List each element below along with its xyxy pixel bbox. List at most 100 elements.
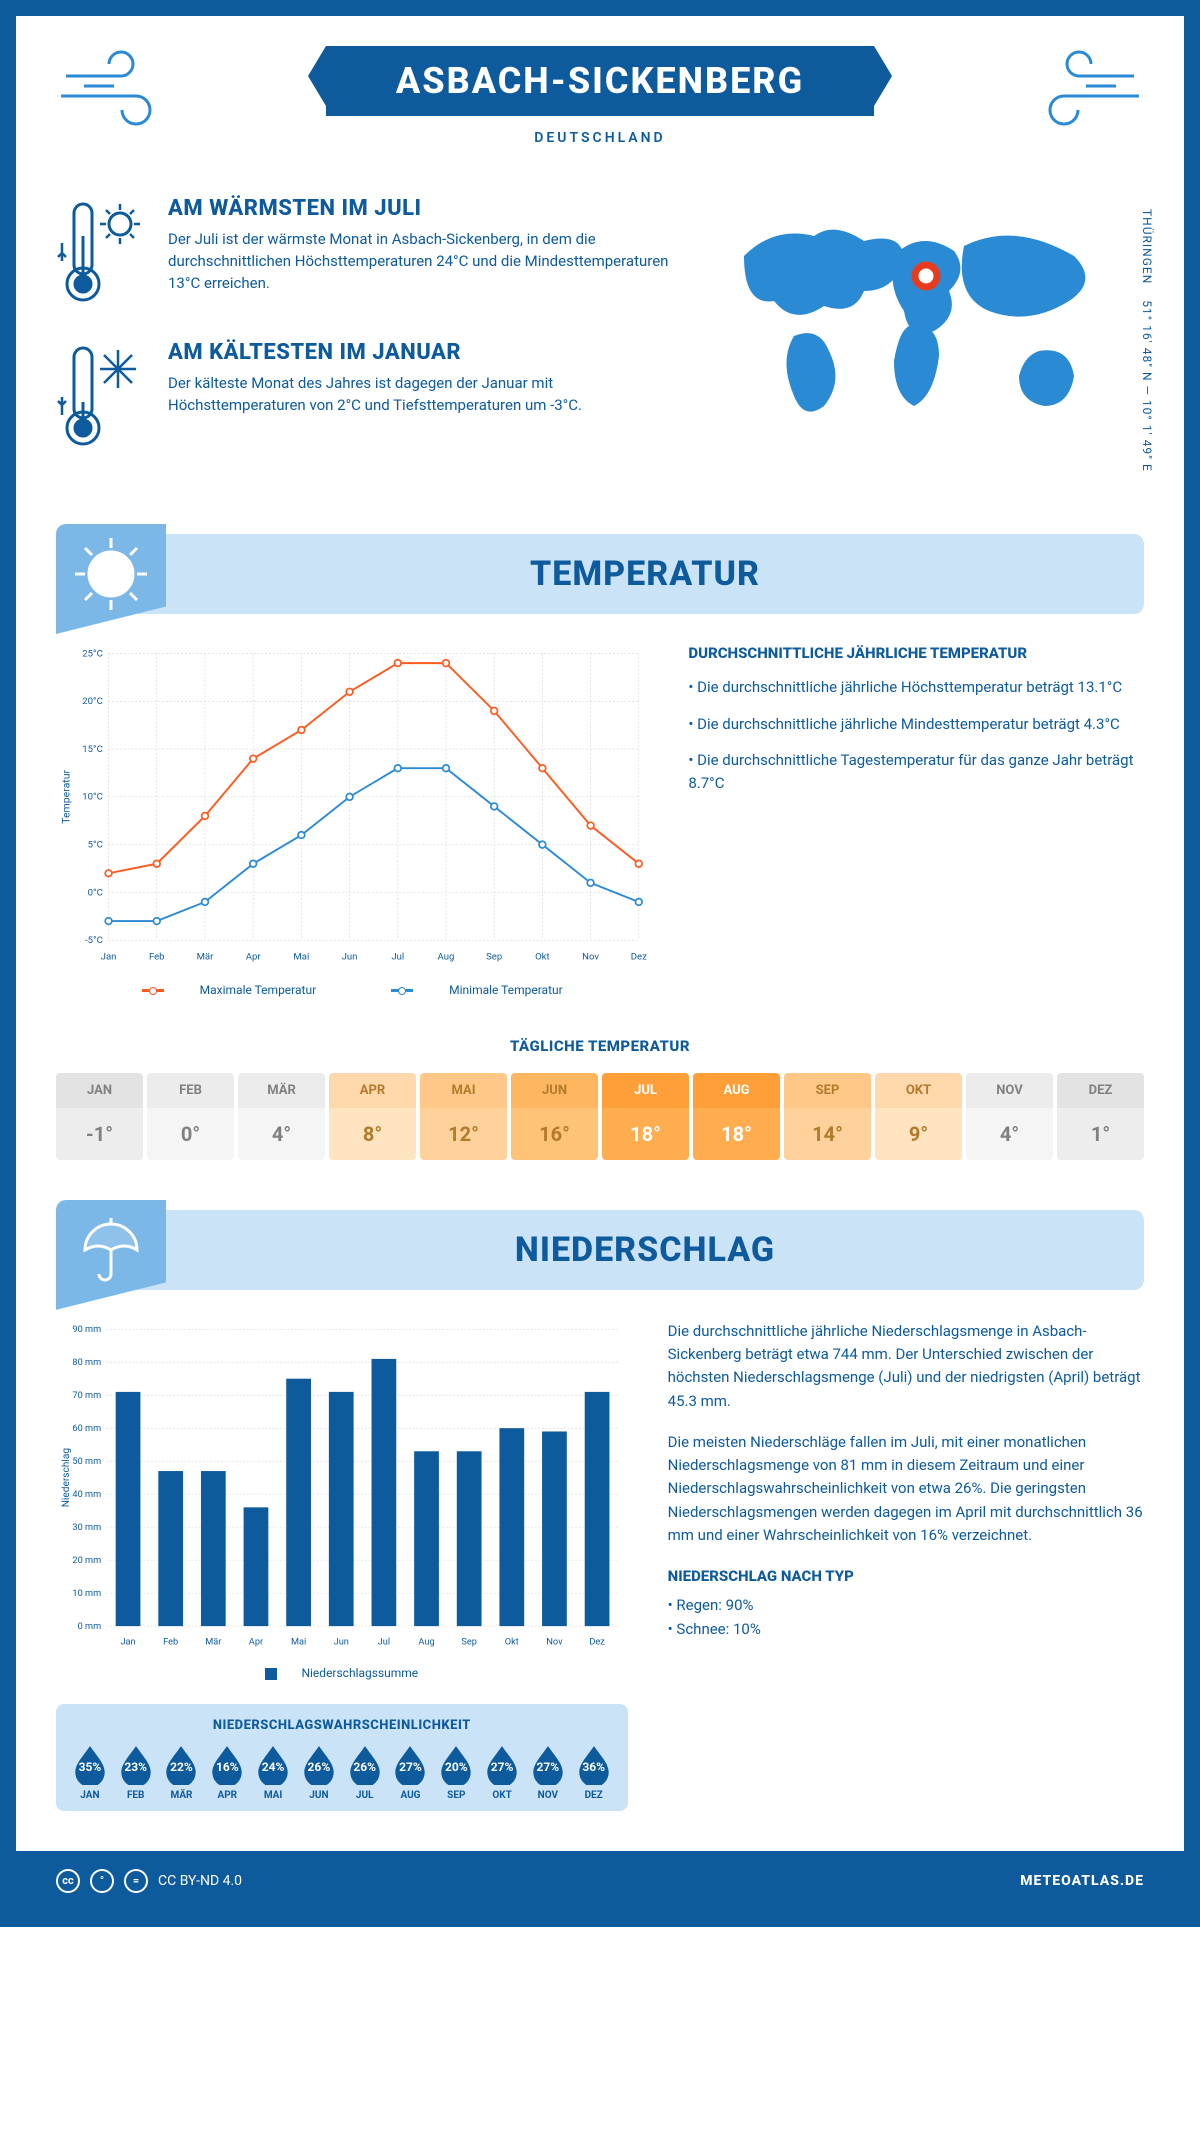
section-title: NIEDERSCHLAG: [176, 1230, 1114, 1270]
coordinates: THÜRINGEN 51° 16' 48" N — 10° 1' 49" E: [1140, 206, 1154, 474]
page-subtitle: DEUTSCHLAND: [56, 130, 1144, 146]
svg-text:80 mm: 80 mm: [72, 1357, 101, 1368]
temp-info-heading: DURCHSCHNITTLICHE JÄHRLICHE TEMPERATUR: [688, 644, 1144, 662]
daily-cell: JUL18°: [602, 1073, 689, 1160]
svg-text:20°C: 20°C: [82, 696, 103, 707]
prob-cell: 20%SEP: [434, 1743, 478, 1801]
svg-text:Dez: Dez: [631, 951, 647, 962]
precip-p1: Die durchschnittliche jährliche Niedersc…: [668, 1320, 1144, 1413]
svg-text:0 mm: 0 mm: [78, 1621, 102, 1632]
prob-cell: 36%DEZ: [572, 1743, 616, 1801]
svg-text:Apr: Apr: [246, 951, 262, 962]
temp-info-b3: • Die durchschnittliche Tagestemperatur …: [688, 749, 1144, 794]
daily-cell: OKT9°: [875, 1073, 962, 1160]
prob-cell: 27%AUG: [389, 1743, 433, 1801]
header: ASBACH-SICKENBERG DEUTSCHLAND: [56, 16, 1144, 156]
svg-text:90 mm: 90 mm: [72, 1324, 101, 1335]
page-title: ASBACH-SICKENBERG: [326, 46, 874, 116]
daily-cell: DEZ1°: [1057, 1073, 1144, 1160]
sun-icon: [56, 524, 166, 634]
svg-text:20 mm: 20 mm: [72, 1555, 101, 1566]
daily-cell: JUN16°: [511, 1073, 598, 1160]
prob-cell: 27%OKT: [480, 1743, 524, 1801]
svg-text:Sep: Sep: [486, 951, 502, 962]
site-label: METEOATLAS.DE: [1020, 1873, 1144, 1889]
coords-value: 51° 16' 48" N — 10° 1' 49" E: [1140, 300, 1154, 472]
svg-text:Sep: Sep: [461, 1636, 477, 1647]
svg-text:Mai: Mai: [293, 951, 309, 962]
legend-min: Minimale Temperatur: [449, 983, 563, 997]
prob-cell: 26%JUN: [297, 1743, 341, 1801]
svg-text:Feb: Feb: [149, 951, 165, 962]
legend-precip: Niederschlagssumme: [301, 1666, 418, 1680]
svg-text:Nov: Nov: [546, 1636, 563, 1647]
svg-text:Dez: Dez: [589, 1636, 605, 1647]
umbrella-icon: [56, 1200, 166, 1310]
svg-text:Mär: Mär: [197, 951, 215, 962]
svg-text:70 mm: 70 mm: [72, 1390, 101, 1401]
precip-type-rain: • Regen: 90%: [668, 1594, 1144, 1617]
cc-icon: cc: [56, 1869, 80, 1893]
svg-text:10°C: 10°C: [82, 792, 103, 803]
daily-cell: AUG18°: [693, 1073, 780, 1160]
svg-text:Jul: Jul: [391, 951, 404, 962]
svg-text:-5°C: -5°C: [85, 935, 103, 946]
precip-p2: Die meisten Niederschläge fallen im Juli…: [668, 1431, 1144, 1547]
prob-cell: 22%MÄR: [160, 1743, 204, 1801]
svg-text:10 mm: 10 mm: [72, 1588, 101, 1599]
chart-legend: Maximale Temperatur Minimale Temperatur: [56, 983, 648, 997]
footer: cc ° = CC BY-ND 4.0 METEOATLAS.DE: [16, 1851, 1184, 1911]
license-label: CC BY-ND 4.0: [158, 1873, 242, 1889]
thermometer-cold-icon: [56, 340, 146, 454]
svg-text:Apr: Apr: [249, 1636, 263, 1647]
svg-text:40 mm: 40 mm: [72, 1489, 101, 1500]
section-precipitation: NIEDERSCHLAG: [56, 1210, 1144, 1290]
temperature-line-chart: -5°C0°C5°C10°C15°C20°C25°CJanFebMärAprMa…: [56, 644, 648, 997]
prob-cell: 26%JUL: [343, 1743, 387, 1801]
thermometer-hot-icon: [56, 196, 146, 310]
svg-text:Jan: Jan: [101, 951, 117, 962]
svg-text:Mai: Mai: [291, 1636, 306, 1647]
precip-type-snow: • Schnee: 10%: [668, 1618, 1144, 1641]
prob-cell: 27%NOV: [526, 1743, 570, 1801]
svg-text:5°C: 5°C: [88, 839, 103, 850]
region-label: THÜRINGEN: [1140, 209, 1154, 284]
daily-cell: FEB0°: [147, 1073, 234, 1160]
svg-text:Feb: Feb: [163, 1636, 178, 1647]
svg-text:Niederschlag: Niederschlag: [61, 1448, 72, 1507]
precip-probability-box: NIEDERSCHLAGSWAHRSCHEINLICHKEIT 35%JAN23…: [56, 1704, 628, 1811]
legend-max: Maximale Temperatur: [200, 983, 316, 997]
prob-title: NIEDERSCHLAGSWAHRSCHEINLICHKEIT: [68, 1718, 616, 1733]
daily-temp-title: TÄGLICHE TEMPERATUR: [56, 1037, 1144, 1055]
wind-icon: [1024, 46, 1144, 126]
svg-text:Nov: Nov: [582, 951, 599, 962]
svg-text:60 mm: 60 mm: [72, 1423, 101, 1434]
daily-cell: SEP14°: [784, 1073, 871, 1160]
svg-text:30 mm: 30 mm: [72, 1522, 101, 1533]
svg-text:15°C: 15°C: [82, 744, 103, 755]
fact-warmest: AM WÄRMSTEN IM JULI Der Juli ist der wär…: [56, 196, 684, 310]
svg-text:Jun: Jun: [342, 951, 358, 962]
chart-legend: Niederschlagssumme: [56, 1666, 628, 1680]
fact-cold-text: Der kälteste Monat des Jahres ist dagege…: [168, 373, 684, 417]
svg-text:Okt: Okt: [505, 1636, 519, 1647]
daily-cell: JAN-1°: [56, 1073, 143, 1160]
svg-text:50 mm: 50 mm: [72, 1456, 101, 1467]
svg-text:Jan: Jan: [120, 1636, 135, 1647]
by-icon: °: [90, 1869, 114, 1893]
prob-cell: 23%FEB: [114, 1743, 158, 1801]
fact-cold-title: AM KÄLTESTEN IM JANUAR: [168, 340, 684, 365]
temperature-summary: DURCHSCHNITTLICHE JÄHRLICHE TEMPERATUR •…: [688, 644, 1144, 997]
daily-cell: NOV4°: [966, 1073, 1053, 1160]
svg-text:Mär: Mär: [205, 1636, 221, 1647]
svg-text:Temperatur: Temperatur: [59, 769, 72, 823]
svg-text:25°C: 25°C: [82, 648, 103, 659]
daily-cell: MAI12°: [420, 1073, 507, 1160]
section-temperature: TEMPERATUR: [56, 534, 1144, 614]
svg-text:Okt: Okt: [535, 951, 550, 962]
prob-cell: 35%JAN: [68, 1743, 112, 1801]
daily-temp-table: JAN-1°FEB0°MÄR4°APR8°MAI12°JUN16°JUL18°A…: [56, 1073, 1144, 1160]
daily-cell: APR8°: [329, 1073, 416, 1160]
temp-info-b1: • Die durchschnittliche jährliche Höchst…: [688, 676, 1144, 699]
svg-text:Aug: Aug: [418, 1636, 434, 1647]
